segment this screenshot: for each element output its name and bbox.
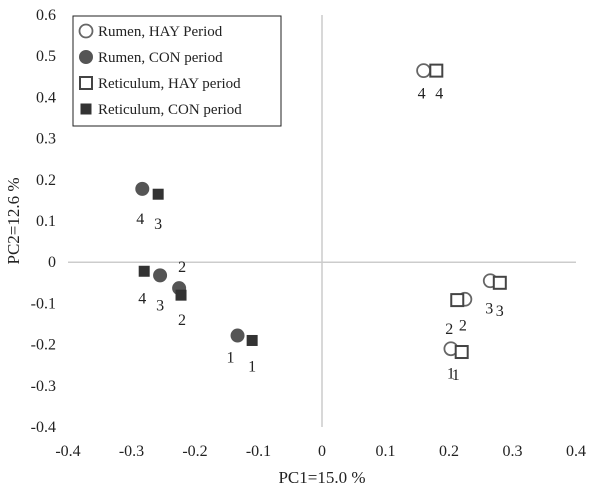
legend-entry: Rumen, CON period	[98, 50, 223, 66]
point-label: 2	[178, 312, 186, 329]
y-tick-label: 0.4	[36, 89, 56, 106]
data-point	[429, 63, 444, 78]
legend-marker	[79, 76, 93, 90]
y-tick-label: 0.5	[36, 48, 56, 65]
data-point	[175, 289, 187, 301]
y-tick-label: -0.1	[31, 295, 56, 312]
x-tick-label: 0.2	[439, 443, 459, 460]
x-tick-label: -0.3	[119, 443, 144, 460]
point-label: 3	[496, 303, 504, 320]
y-tick-label: 0.3	[36, 131, 56, 148]
point-label: 4	[418, 86, 426, 103]
point-label: 1	[227, 350, 235, 367]
point-label: 3	[156, 297, 164, 314]
data-point	[152, 188, 164, 200]
point-label: 2	[178, 259, 186, 276]
point-label: 2	[445, 321, 453, 338]
data-point	[450, 293, 465, 308]
data-point	[230, 328, 245, 343]
point-label: 3	[485, 301, 493, 318]
y-tick-label: -0.4	[31, 419, 56, 436]
point-label: 1	[248, 358, 256, 375]
y-tick-label: 0	[48, 254, 56, 271]
legend-marker	[80, 103, 92, 115]
point-label: 1	[452, 367, 460, 384]
data-point	[246, 334, 258, 346]
point-label: 4	[435, 86, 443, 103]
y-tick-label: -0.3	[31, 378, 56, 395]
point-label: 3	[154, 216, 162, 233]
data-points	[135, 63, 507, 360]
data-point	[416, 63, 432, 79]
y-tick-labels: -0.4 -0.3 -0.2 -0.1 0 0.1 0.2 0.3 0.4 0.5 0.6	[31, 7, 56, 436]
point-label: 1	[447, 366, 455, 383]
y-tick-label: 0.2	[36, 172, 56, 189]
x-tick-label: 0.4	[566, 443, 586, 460]
x-tick-label: 0	[318, 443, 326, 460]
y-tick-label: -0.2	[31, 337, 56, 354]
legend: Rumen, HAY Period Rumen, CON period Reticu…	[72, 15, 282, 127]
point-label: 4	[138, 290, 146, 307]
legend-box	[72, 15, 282, 127]
data-point	[135, 181, 150, 196]
legend-entry: Rumen, HAY Period	[98, 24, 223, 40]
x-tick-labels: -0.4 -0.3 -0.2 -0.1 0 0.1 0.2 0.3 0.4	[55, 443, 586, 460]
point-label: 4	[136, 211, 144, 228]
legend-entry: Reticulum, CON period	[98, 102, 242, 118]
x-tick-label: -0.4	[55, 443, 80, 460]
y-tick-label: 0.1	[36, 213, 56, 230]
x-tick-label: -0.1	[246, 443, 271, 460]
data-point	[138, 265, 150, 277]
data-point	[492, 275, 507, 290]
point-label: 2	[459, 317, 467, 334]
y-tick-label: 0.6	[36, 7, 56, 24]
x-axis-title: PC1=15.0 %	[278, 468, 365, 487]
x-tick-label: 0.3	[503, 443, 523, 460]
x-tick-label: 0.1	[376, 443, 396, 460]
legend-entry: Reticulum, HAY period	[98, 76, 241, 92]
x-tick-label: -0.2	[182, 443, 207, 460]
legend-marker	[78, 23, 94, 39]
y-axis-title: PC2=12.6 %	[4, 177, 23, 264]
data-point	[153, 268, 168, 283]
data-point	[454, 345, 469, 360]
legend-marker	[79, 50, 93, 64]
